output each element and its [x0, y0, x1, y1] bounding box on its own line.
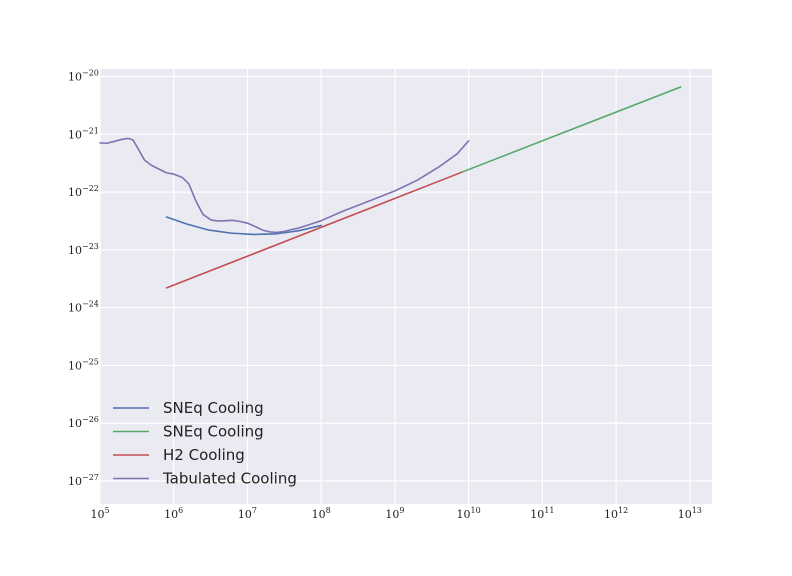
plot-background: [100, 69, 712, 504]
tick-labels: 105 106 107 108 109 1010 1011 1012 1013 10−20 10−2…: [68, 69, 702, 521]
y-tick-label: 10−24: [68, 300, 99, 315]
legend: SNEq Cooling SNEq Cooling H2 Cooling Tabula…: [113, 399, 297, 488]
y-tick-label: 10−27: [68, 473, 99, 488]
y-tick-label: 10−26: [68, 415, 99, 430]
x-tick-label: 109: [385, 506, 404, 521]
x-tick-label: 106: [164, 506, 183, 521]
y-tick-label: 10−21: [68, 126, 99, 141]
legend-label: SNEq Cooling: [163, 399, 264, 417]
x-tick-label: 105: [90, 506, 109, 521]
y-tick-label: 10−20: [68, 69, 99, 84]
legend-label: Tabulated Cooling: [162, 470, 297, 488]
x-tick-label: 1010: [457, 506, 481, 521]
y-tick-label: 10−23: [68, 242, 99, 257]
x-tick-label: 1012: [604, 506, 628, 521]
series-line-2: [460, 86, 682, 174]
x-tick-label: 107: [238, 506, 257, 521]
y-tick-label: 10−25: [68, 357, 99, 372]
legend-label: SNEq Cooling: [163, 423, 264, 441]
series-line-4: [99, 137, 470, 234]
x-tick-label: 1013: [678, 506, 702, 521]
series-line-3: [165, 171, 463, 289]
y-tick-label: 10−22: [68, 184, 99, 199]
grid-lines: [99, 69, 712, 504]
series-lines: [99, 86, 682, 289]
legend-label: H2 Cooling: [163, 446, 245, 464]
x-tick-label: 108: [312, 506, 331, 521]
x-tick-label: 1011: [530, 506, 554, 521]
series-line-1: [165, 216, 322, 236]
